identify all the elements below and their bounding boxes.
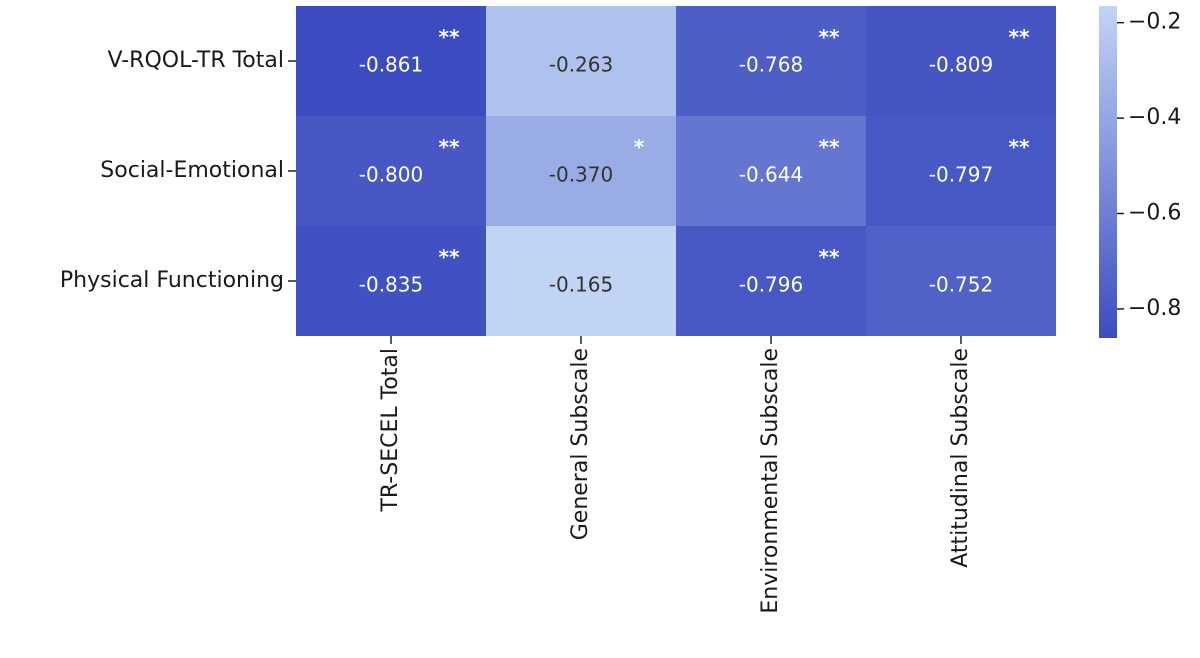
cell-value-label: -0.752	[929, 273, 993, 297]
heatmap-cell	[486, 6, 676, 116]
heatmap-cells: -0.861 ** -0.263 -0.768 ** -0.809 ** -0.800 ** -0…	[296, 6, 1056, 336]
cell-value-label: -0.644	[739, 163, 803, 187]
significance-marker: **	[819, 135, 840, 159]
colorbar-tick-label: −0.8	[1128, 296, 1181, 321]
column-labels: TR-SECEL Total General Subscale Environmen…	[378, 336, 973, 614]
column-label: General Subscale	[568, 348, 593, 540]
colorbar-tick-label: −0.4	[1128, 105, 1181, 130]
heatmap-cell	[676, 116, 866, 226]
significance-marker: **	[1009, 25, 1030, 49]
row-label: Social-Emotional	[100, 158, 284, 183]
colorbar-tick-label: −0.6	[1128, 201, 1181, 226]
heatmap-cell	[296, 6, 486, 116]
cell-value-label: -0.800	[359, 163, 423, 187]
heatmap-cell	[486, 116, 676, 226]
column-label: Attitudinal Subscale	[948, 348, 973, 568]
column-label: TR-SECEL Total	[378, 348, 403, 513]
row-labels: V-RQOL-TR Total Social-Emotional Physical …	[60, 48, 296, 293]
cell-value-label: -0.835	[359, 273, 423, 297]
heatmap-cell	[676, 226, 866, 336]
cell-value-label: -0.809	[929, 53, 993, 77]
cell-value-label: -0.263	[549, 53, 613, 77]
significance-marker: *	[634, 135, 645, 159]
row-label: Physical Functioning	[60, 268, 284, 293]
cell-value-label: -0.797	[929, 163, 993, 187]
significance-marker: **	[819, 25, 840, 49]
heatmap-cell	[676, 6, 866, 116]
cell-value-label: -0.861	[359, 53, 423, 77]
colorbar: −0.2 −0.4 −0.6 −0.8	[1099, 6, 1181, 338]
heatmap-cell	[296, 116, 486, 226]
significance-marker: **	[819, 245, 840, 269]
column-label: Environmental Subscale	[758, 348, 783, 614]
colorbar-tick-label: −0.2	[1128, 10, 1181, 35]
cell-value-label: -0.370	[549, 163, 613, 187]
cell-value-label: -0.796	[739, 273, 803, 297]
colorbar-gradient	[1099, 6, 1117, 338]
heatmap-cell	[866, 116, 1056, 226]
cell-value-label: -0.165	[549, 273, 613, 297]
heatmap-cell	[866, 6, 1056, 116]
heatmap-cell	[866, 226, 1056, 336]
heatmap-cell	[296, 226, 486, 336]
row-label: V-RQOL-TR Total	[107, 48, 284, 73]
significance-marker: **	[439, 25, 460, 49]
significance-marker: **	[1009, 135, 1030, 159]
significance-marker: **	[439, 245, 460, 269]
significance-marker: **	[439, 135, 460, 159]
cell-value-label: -0.768	[739, 53, 803, 77]
heatmap-cell	[486, 226, 676, 336]
